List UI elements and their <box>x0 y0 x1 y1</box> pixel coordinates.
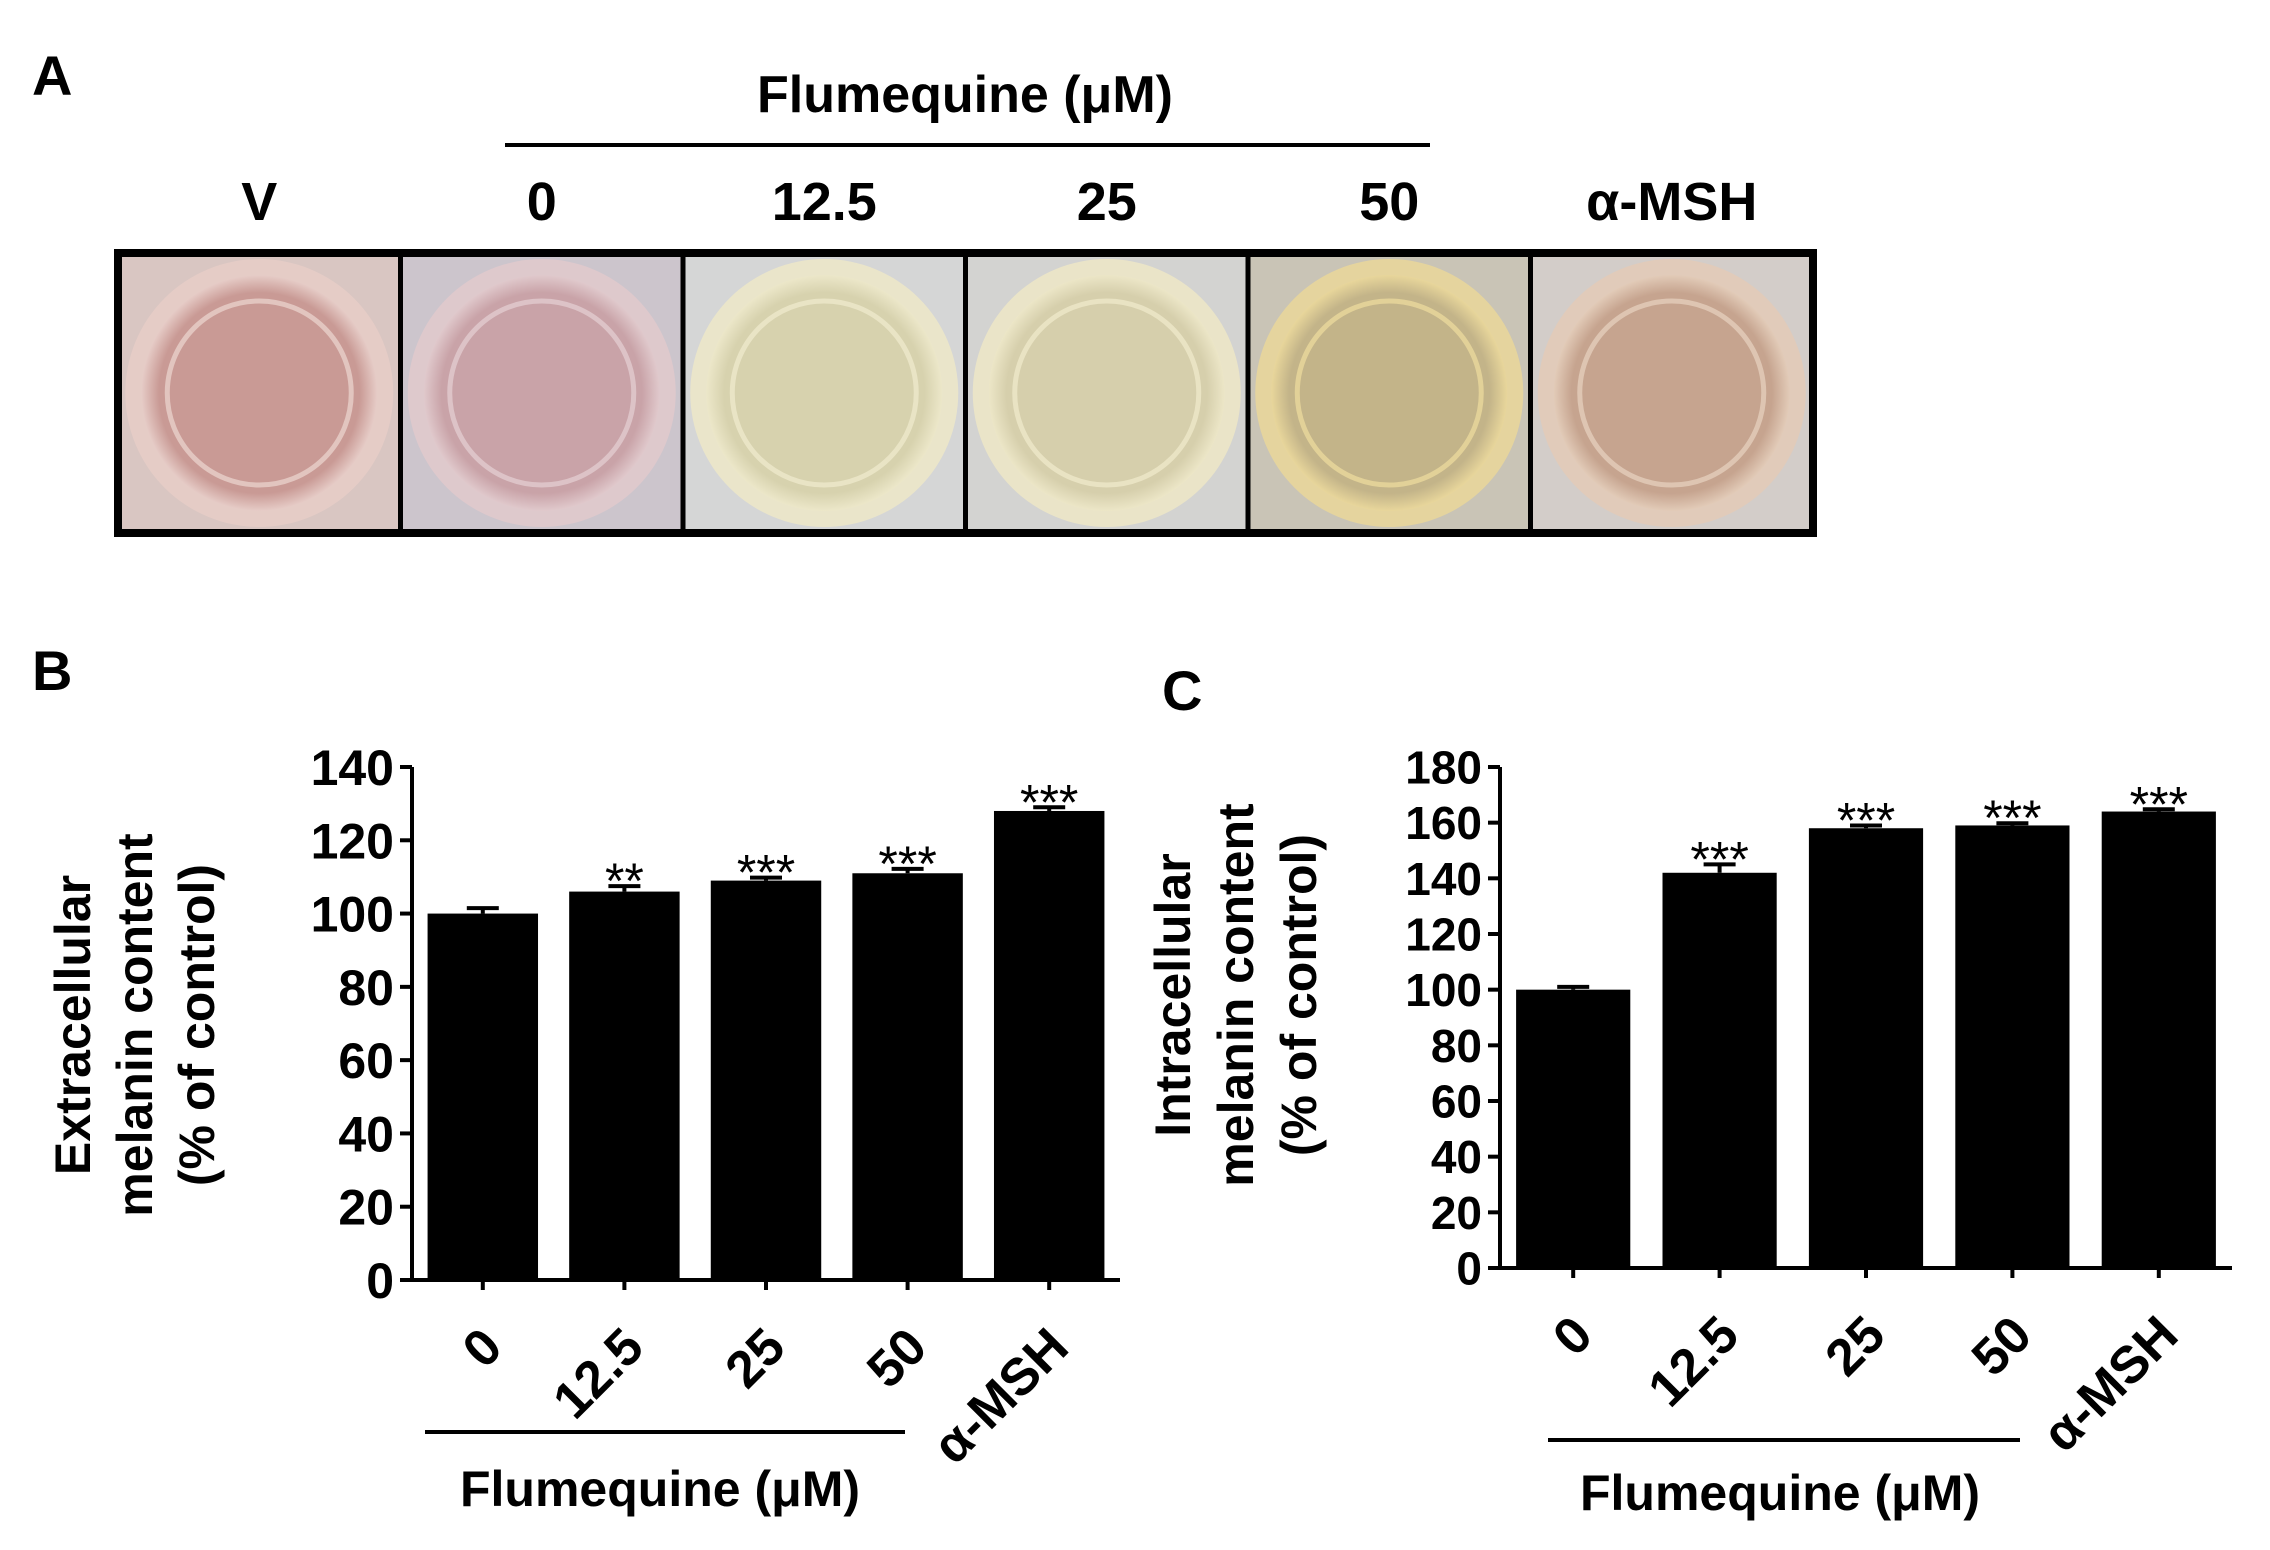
well-label-3: 25 <box>1077 172 1137 232</box>
bar-50 <box>852 873 963 1280</box>
y-tick-label: 0 <box>1456 1243 1482 1295</box>
significance-label: *** <box>1837 792 1895 848</box>
significance-label: *** <box>878 836 936 892</box>
well-inner-ring <box>1294 298 1484 488</box>
y-axis-label-line: melanin content <box>1208 803 1264 1187</box>
y-tick-label: 60 <box>1431 1076 1482 1128</box>
well-5 <box>1528 250 1816 536</box>
significance-label: *** <box>1983 790 2041 846</box>
well-label-2: 12.5 <box>772 172 877 232</box>
bar-25 <box>710 880 822 1280</box>
well-medium <box>1553 275 1790 511</box>
x-category-label: 12.5 <box>542 1317 655 1430</box>
x-category-label: α-MSH <box>922 1317 1080 1475</box>
x-category-label: 0 <box>1542 1305 1603 1366</box>
x-category-label: 50 <box>856 1317 938 1399</box>
well-label-4: 50 <box>1359 172 1419 232</box>
bar-12.5 <box>1662 872 1777 1268</box>
bar-50 <box>1955 825 2070 1268</box>
y-tick-label: 140 <box>311 740 394 796</box>
y-tick-label: 120 <box>1405 909 1482 961</box>
y-axis-label-line: (% of control) <box>1271 834 1327 1156</box>
y-tick-label: 40 <box>1431 1131 1482 1183</box>
group-label: Flumequine (μM) <box>460 1461 860 1517</box>
significance-label: *** <box>2130 776 2188 832</box>
y-tick-label: 120 <box>311 813 394 869</box>
panel-letter: C <box>1162 659 1202 722</box>
x-category-label: 25 <box>1815 1305 1897 1387</box>
well-medium <box>423 275 660 511</box>
well-inner-ring <box>1577 298 1767 488</box>
panel-letter: B <box>32 639 72 702</box>
bar-0 <box>427 913 539 1280</box>
well-label-0: V <box>241 172 277 232</box>
panel-c-chart: C Intracellular melanin content (% of contr… <box>1145 659 2232 1521</box>
significance-label: ** <box>605 853 644 909</box>
bar-25 <box>1808 828 1924 1268</box>
well-label-1: 0 <box>527 172 557 232</box>
well-inner-ring <box>1012 298 1202 488</box>
y-tick-label: 100 <box>1405 964 1482 1016</box>
significance-label: *** <box>737 845 795 901</box>
y-tick-label: 180 <box>1405 742 1482 794</box>
y-tick-label: 40 <box>338 1106 394 1162</box>
well-1 <box>398 250 686 536</box>
group-label: Flumequine (μM) <box>1580 1465 1980 1521</box>
well-label-5: α-MSH <box>1586 172 1757 232</box>
well-medium <box>141 275 378 511</box>
y-tick-label: 0 <box>366 1253 394 1309</box>
y-axis-label-line: (% of control) <box>169 864 225 1186</box>
y-tick-label: 20 <box>1431 1187 1482 1239</box>
panel-b-chart: B Extracellular melanin content (% of contr… <box>32 639 1120 1517</box>
x-category-label: 25 <box>715 1317 797 1399</box>
y-tick-label: 60 <box>338 1033 394 1089</box>
y-tick-label: 100 <box>311 887 394 943</box>
well-medium <box>706 275 943 511</box>
bar-α-MSH <box>2101 811 2216 1268</box>
x-category-label: α-MSH <box>2032 1305 2190 1463</box>
panel-a-group-label: Flumequine (μM) <box>757 66 1173 124</box>
y-tick-label: 80 <box>338 960 394 1016</box>
x-category-label: 50 <box>1961 1305 2043 1387</box>
significance-label: *** <box>1690 831 1748 887</box>
panel-a-frame <box>114 249 1817 537</box>
x-category-label: 0 <box>452 1317 513 1378</box>
x-category-label: 12.5 <box>1638 1305 1751 1418</box>
well-inner-ring <box>164 298 354 488</box>
y-tick-label: 160 <box>1405 797 1482 849</box>
y-axis-label-line: melanin content <box>107 833 163 1217</box>
panel-a-letter: A <box>32 44 72 107</box>
y-tick-label: 80 <box>1431 1020 1482 1072</box>
well-3 <box>963 250 1251 536</box>
well-2 <box>680 250 968 536</box>
well-medium <box>1271 275 1508 511</box>
well-inner-ring <box>729 298 919 488</box>
panel-a: A Flumequine (μM) V 0 12.5 25 50 α-MSH <box>32 44 1817 537</box>
well-0 <box>115 250 403 536</box>
y-axis-label-line: Extracellular <box>45 875 101 1175</box>
well-inner-ring <box>447 298 637 488</box>
bar-α-MSH <box>993 810 1105 1280</box>
y-tick-label: 20 <box>338 1180 394 1236</box>
bar-0 <box>1516 989 1631 1268</box>
significance-label: *** <box>1020 774 1078 830</box>
y-axis-label-line: Intracellular <box>1145 853 1201 1136</box>
y-tick-label: 140 <box>1405 853 1482 905</box>
well-medium <box>988 275 1225 511</box>
bar-12.5 <box>569 891 680 1280</box>
well-4 <box>1245 250 1533 536</box>
